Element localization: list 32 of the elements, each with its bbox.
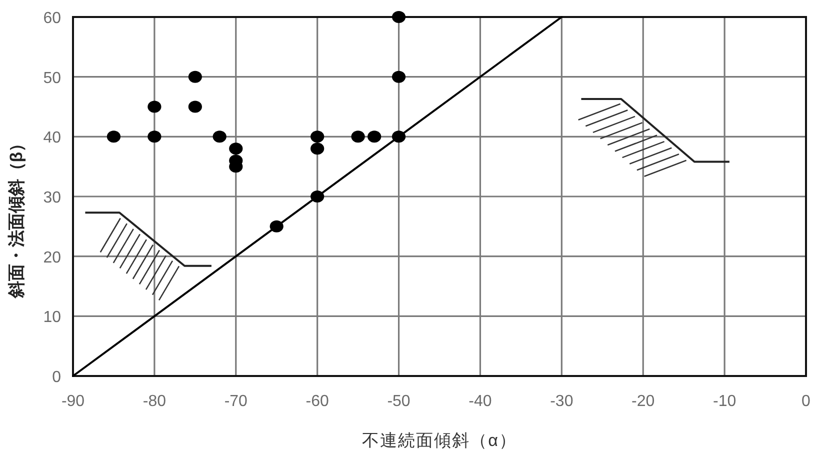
point xyxy=(229,142,243,155)
point xyxy=(392,11,406,23)
x-tick-label: -50 xyxy=(387,393,410,410)
point xyxy=(310,130,324,143)
x-tick-label: -60 xyxy=(306,393,329,410)
point xyxy=(148,130,162,143)
y-axis-title: 斜面・法面傾斜（β） xyxy=(7,134,26,300)
point xyxy=(351,130,365,143)
y-tick-label: 30 xyxy=(43,190,62,206)
x-tick-label: 0 xyxy=(802,393,811,410)
x-tick-label: -10 xyxy=(712,393,736,410)
x-axis-title: 不連続面傾斜（α） xyxy=(362,431,517,450)
y-tick-label: 40 xyxy=(43,130,62,147)
y-tick-label: 20 xyxy=(43,249,62,266)
point xyxy=(212,130,226,143)
point xyxy=(368,130,382,143)
y-tick-label: 50 xyxy=(43,70,62,87)
y-tick-label: 60 xyxy=(43,10,62,27)
x-tick-label: -90 xyxy=(61,393,85,410)
x-tick-label: -40 xyxy=(468,393,492,410)
point xyxy=(392,70,406,83)
x-tick-label: -30 xyxy=(550,393,574,410)
x-tick-label: -70 xyxy=(224,393,248,410)
point xyxy=(310,142,324,155)
point xyxy=(106,130,121,143)
y-tick-label: 0 xyxy=(52,369,62,386)
point xyxy=(148,100,162,113)
x-tick-label: -20 xyxy=(632,393,655,410)
point xyxy=(188,70,202,83)
y-tick-label: 10 xyxy=(43,309,62,326)
point xyxy=(188,100,202,113)
x-tick-label: -80 xyxy=(142,393,166,410)
